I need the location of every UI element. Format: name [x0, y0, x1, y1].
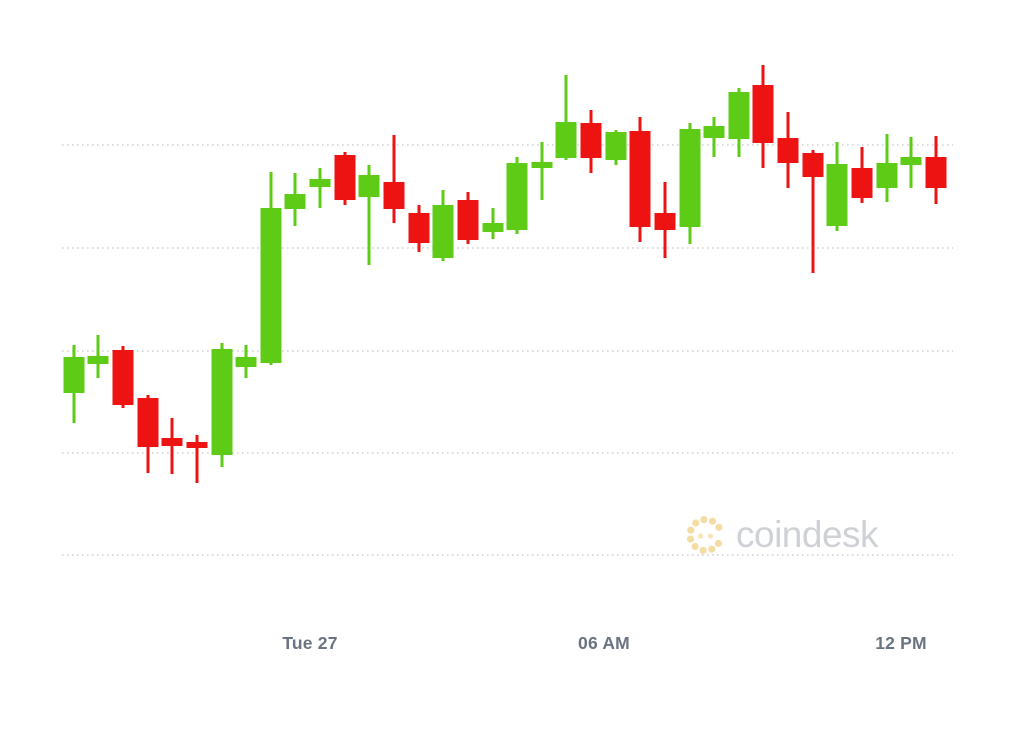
coindesk-logo-icon [686, 516, 723, 554]
candle [63, 345, 85, 423]
candle [851, 147, 873, 203]
candle [900, 137, 922, 188]
candle-body [334, 155, 356, 200]
candle-body [137, 398, 159, 447]
candle-body [87, 356, 109, 364]
candle [334, 152, 356, 205]
candle [112, 346, 134, 408]
candle [358, 165, 380, 265]
candle [408, 205, 430, 252]
candle-body [752, 85, 774, 143]
candle [235, 345, 257, 378]
candle-body [309, 179, 331, 187]
candle [580, 110, 602, 173]
candle-body [826, 164, 848, 226]
logo-inner-dot [707, 533, 714, 539]
candle [87, 335, 109, 378]
candle [284, 173, 306, 226]
candle-body [629, 131, 651, 227]
candle-body [211, 349, 233, 455]
coindesk-watermark: coindesk [686, 512, 879, 560]
candle [605, 130, 627, 165]
candle-body [802, 153, 824, 177]
candle-body [531, 162, 553, 168]
candle-body [432, 205, 454, 258]
candle-body [457, 200, 479, 240]
logo-dot [699, 546, 707, 554]
candle-body [703, 126, 725, 138]
candle [457, 192, 479, 244]
logo-dot [687, 526, 695, 534]
candle-body [876, 163, 898, 188]
candle [728, 88, 750, 157]
candle [826, 142, 848, 231]
candle-body [555, 122, 577, 158]
candle-body [900, 157, 922, 165]
logo-dot [700, 516, 708, 524]
candle [482, 208, 504, 239]
logo-inner-dot [697, 533, 704, 539]
candle-body [506, 163, 528, 230]
candle [555, 75, 577, 160]
candle [777, 112, 799, 188]
candle-body [358, 175, 380, 197]
candle [531, 142, 553, 200]
candle-body [260, 208, 282, 363]
logo-dot [692, 519, 700, 527]
candle-body [383, 182, 405, 209]
candle [654, 182, 676, 258]
candle [161, 418, 183, 474]
candle [629, 117, 651, 242]
x-axis-label: 06 AM [578, 633, 630, 653]
candle [703, 117, 725, 157]
candle [679, 123, 701, 244]
candle-body [851, 168, 873, 198]
candle-body [482, 223, 504, 232]
candle-body [925, 157, 947, 188]
candle-body [605, 132, 627, 160]
candle [260, 172, 282, 365]
logo-dot [715, 523, 723, 531]
x-axis-label: 12 PM [875, 633, 927, 653]
candle-body [63, 357, 85, 393]
candle [309, 168, 331, 208]
candle [211, 343, 233, 467]
coindesk-logo-text: coindesk [736, 513, 879, 555]
candle-body [408, 213, 430, 243]
x-axis-label: Tue 27 [282, 633, 338, 653]
candle-body [728, 92, 750, 139]
candle-body [235, 357, 257, 367]
candle-body [186, 442, 208, 448]
candle [506, 157, 528, 234]
candle [186, 435, 208, 483]
logo-dot [708, 517, 717, 525]
candle-body [654, 213, 676, 230]
candle-body [112, 350, 134, 405]
candle [925, 136, 947, 204]
candle [383, 135, 405, 223]
candle-body [161, 438, 183, 446]
logo-dot [686, 535, 695, 543]
candle-body [777, 138, 799, 163]
logo-dot [691, 542, 699, 551]
candle-body [284, 194, 306, 209]
candle-body [580, 123, 602, 158]
candle [137, 395, 159, 473]
candle [432, 190, 454, 261]
candle-body [679, 129, 701, 227]
candle [752, 65, 774, 168]
candle [876, 134, 898, 202]
logo-dot [708, 545, 716, 553]
candle [802, 150, 824, 273]
logo-dot [714, 539, 723, 547]
